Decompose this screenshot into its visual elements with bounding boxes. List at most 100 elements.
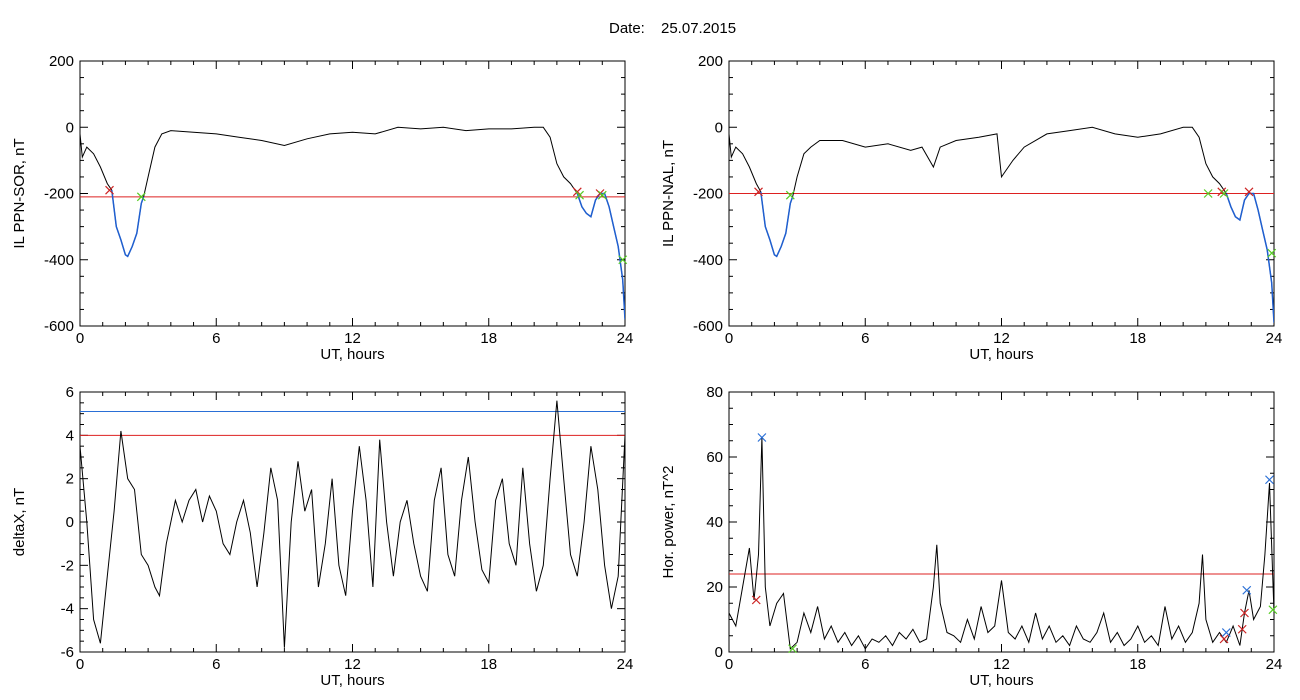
y-axis-label: deltaX, nT <box>11 488 28 556</box>
event-marker <box>757 433 767 442</box>
highlight-segment <box>760 191 794 258</box>
x-tick-label: 24 <box>1266 330 1283 347</box>
event-marker-stroke <box>1244 187 1254 197</box>
y-tick-label: 0 <box>715 644 723 661</box>
event-marker-stroke <box>1268 605 1278 615</box>
y-tick-label: 200 <box>49 53 74 70</box>
x-axis-label: UT, hours <box>320 672 384 689</box>
event-marker-stroke <box>1267 248 1277 258</box>
x-tick-label: 18 <box>480 656 497 673</box>
y-tick-label: 6 <box>66 384 74 401</box>
event-marker-stroke <box>1219 189 1229 198</box>
event-marker <box>1219 634 1229 644</box>
event-marker <box>1203 189 1213 198</box>
x-tick-label: 12 <box>344 330 361 347</box>
x-tick-label: 6 <box>212 656 220 673</box>
chart-hpower: 0 6 12 18 24 0 20 40 60 80 UT, hours Hor. power, nT… <box>660 384 1282 689</box>
y-tick-label: 20 <box>706 579 723 596</box>
event-marker-stroke <box>751 595 761 605</box>
y-tick-label: -2 <box>61 557 74 574</box>
y-tick-label: 40 <box>706 514 723 531</box>
x-tick-label: 12 <box>344 656 361 673</box>
x-axis-label: UT, hours <box>969 672 1033 689</box>
event-marker <box>1268 605 1278 615</box>
event-marker-stroke <box>136 192 146 202</box>
x-tick-label: 24 <box>1266 656 1283 673</box>
x-tick-label: 6 <box>861 656 869 673</box>
chart-sor: 0 6 12 18 24 -600 -400 -200 0 200 UT, hours IL PPN-… <box>11 53 633 363</box>
y-axis-label: IL PPN-NAL, nT <box>660 140 677 247</box>
event-marker <box>751 595 761 605</box>
x-tick-label: 12 <box>993 330 1010 347</box>
highlight-segment <box>576 192 625 320</box>
y-tick-label: -200 <box>693 186 723 203</box>
series-line <box>729 126 1274 323</box>
x-tick-label: 24 <box>617 656 634 673</box>
y-tick-label: 2 <box>66 471 74 488</box>
event-marker-stroke <box>788 644 798 654</box>
event-marker <box>618 255 628 265</box>
event-marker-stroke <box>1237 624 1247 634</box>
y-tick-label: 80 <box>706 384 723 401</box>
event-marker <box>754 187 763 197</box>
event-marker-stroke <box>757 433 767 442</box>
date-label: Date: <box>609 20 645 37</box>
event-marker <box>788 644 798 654</box>
event-marker <box>785 190 795 200</box>
x-tick-label: 6 <box>861 330 869 347</box>
event-marker <box>597 190 607 200</box>
event-marker <box>136 192 146 202</box>
x-tick-label: 24 <box>617 330 634 347</box>
y-tick-label: -4 <box>61 601 74 618</box>
event-marker <box>575 190 585 200</box>
y-axis-label: Hor. power, nT^2 <box>660 466 677 579</box>
y-tick-label: -6 <box>61 644 74 661</box>
series-line <box>729 437 1274 650</box>
chart-nal: 0 6 12 18 24 -600 -400 -200 0 200 UT, hours IL PPN-… <box>660 53 1282 363</box>
y-tick-label: -400 <box>693 252 723 269</box>
event-marker-stroke <box>618 255 628 265</box>
event-marker-stroke <box>754 187 763 197</box>
y-axis-label: IL PPN-SOR, nT <box>11 138 28 248</box>
event-marker-stroke <box>105 185 114 195</box>
x-tick-label: 0 <box>76 330 84 347</box>
event-marker <box>1237 624 1247 634</box>
y-tick-label: -400 <box>44 252 74 269</box>
highlight-segment <box>1225 192 1274 323</box>
date-value: 25.07.2015 <box>661 20 736 37</box>
y-tick-label: 0 <box>66 514 74 531</box>
event-marker-stroke <box>1240 608 1249 618</box>
y-tick-label: 4 <box>66 427 74 444</box>
y-tick-label: -600 <box>693 318 723 335</box>
x-tick-label: 12 <box>993 656 1010 673</box>
event-marker <box>1267 248 1277 258</box>
event-marker-stroke <box>572 187 582 197</box>
event-marker <box>1265 475 1274 485</box>
x-tick-label: 0 <box>725 656 733 673</box>
x-tick-label: 0 <box>725 330 733 347</box>
y-tick-label: -200 <box>44 186 74 203</box>
plot-frame <box>79 391 626 653</box>
x-axis-label: UT, hours <box>969 346 1033 363</box>
y-tick-label: 0 <box>715 119 723 136</box>
x-tick-label: 18 <box>1129 330 1146 347</box>
event-marker-stroke <box>575 190 585 200</box>
event-marker-stroke <box>1221 628 1231 637</box>
event-marker <box>1221 628 1231 637</box>
y-tick-label: 200 <box>698 53 723 70</box>
x-axis-label: UT, hours <box>320 346 384 363</box>
event-marker-stroke <box>597 190 607 200</box>
y-tick-label: -600 <box>44 318 74 335</box>
x-tick-label: 6 <box>212 330 220 347</box>
event-marker-stroke <box>785 190 795 200</box>
event-marker <box>1242 585 1252 595</box>
x-tick-label: 0 <box>76 656 84 673</box>
event-marker <box>105 185 114 195</box>
series-line <box>80 400 625 648</box>
plot-frame <box>79 60 626 327</box>
event-marker-stroke <box>1203 189 1213 198</box>
x-tick-label: 18 <box>480 330 497 347</box>
